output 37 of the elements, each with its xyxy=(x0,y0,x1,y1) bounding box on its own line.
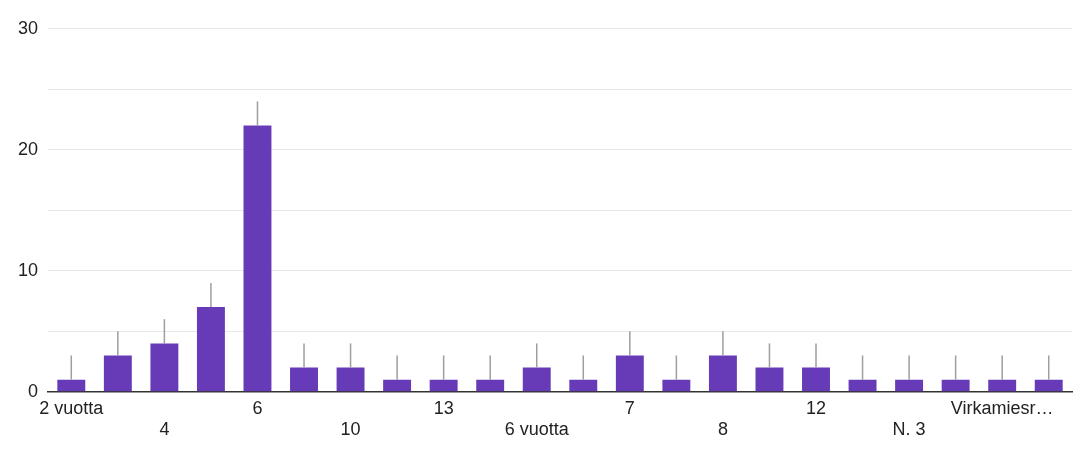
bar xyxy=(429,379,458,392)
bar xyxy=(941,379,970,392)
bar xyxy=(336,367,365,392)
bar xyxy=(1034,379,1063,392)
x-tick-label: 8 xyxy=(717,419,728,440)
bar xyxy=(243,125,272,392)
y-tick-label: 30 xyxy=(17,17,39,38)
bar xyxy=(150,343,179,392)
bar xyxy=(802,367,830,392)
x-tick-label: 7 xyxy=(624,397,635,418)
bar xyxy=(103,355,132,392)
bar xyxy=(476,379,505,392)
bar xyxy=(615,355,644,392)
bar xyxy=(848,379,877,392)
x-tick-label: 10 xyxy=(340,419,361,440)
y-tick-label: 0 xyxy=(28,380,39,401)
bar xyxy=(290,367,318,392)
x-tick-label: N. 3 xyxy=(892,419,926,440)
bar xyxy=(57,379,86,392)
bar xyxy=(522,367,551,392)
bar xyxy=(662,379,691,392)
x-tick-label: 6 xyxy=(252,397,263,418)
x-tick-label: 2 vuotta xyxy=(39,397,105,418)
bar xyxy=(755,367,784,392)
bar xyxy=(988,379,1017,392)
x-tick-label: 13 xyxy=(433,397,454,418)
bar xyxy=(895,379,924,392)
y-tick-label: 20 xyxy=(17,138,39,159)
y-tick-label: 10 xyxy=(17,259,39,280)
bar xyxy=(569,379,598,392)
x-tick-label: 4 xyxy=(159,419,170,440)
x-tick-label: 12 xyxy=(805,397,827,418)
x-tick-label: Virkamiesr… xyxy=(950,397,1054,418)
bar xyxy=(383,379,412,392)
bar xyxy=(196,307,225,392)
bar xyxy=(708,355,737,392)
x-tick-label: 6 vuotta xyxy=(504,419,570,440)
